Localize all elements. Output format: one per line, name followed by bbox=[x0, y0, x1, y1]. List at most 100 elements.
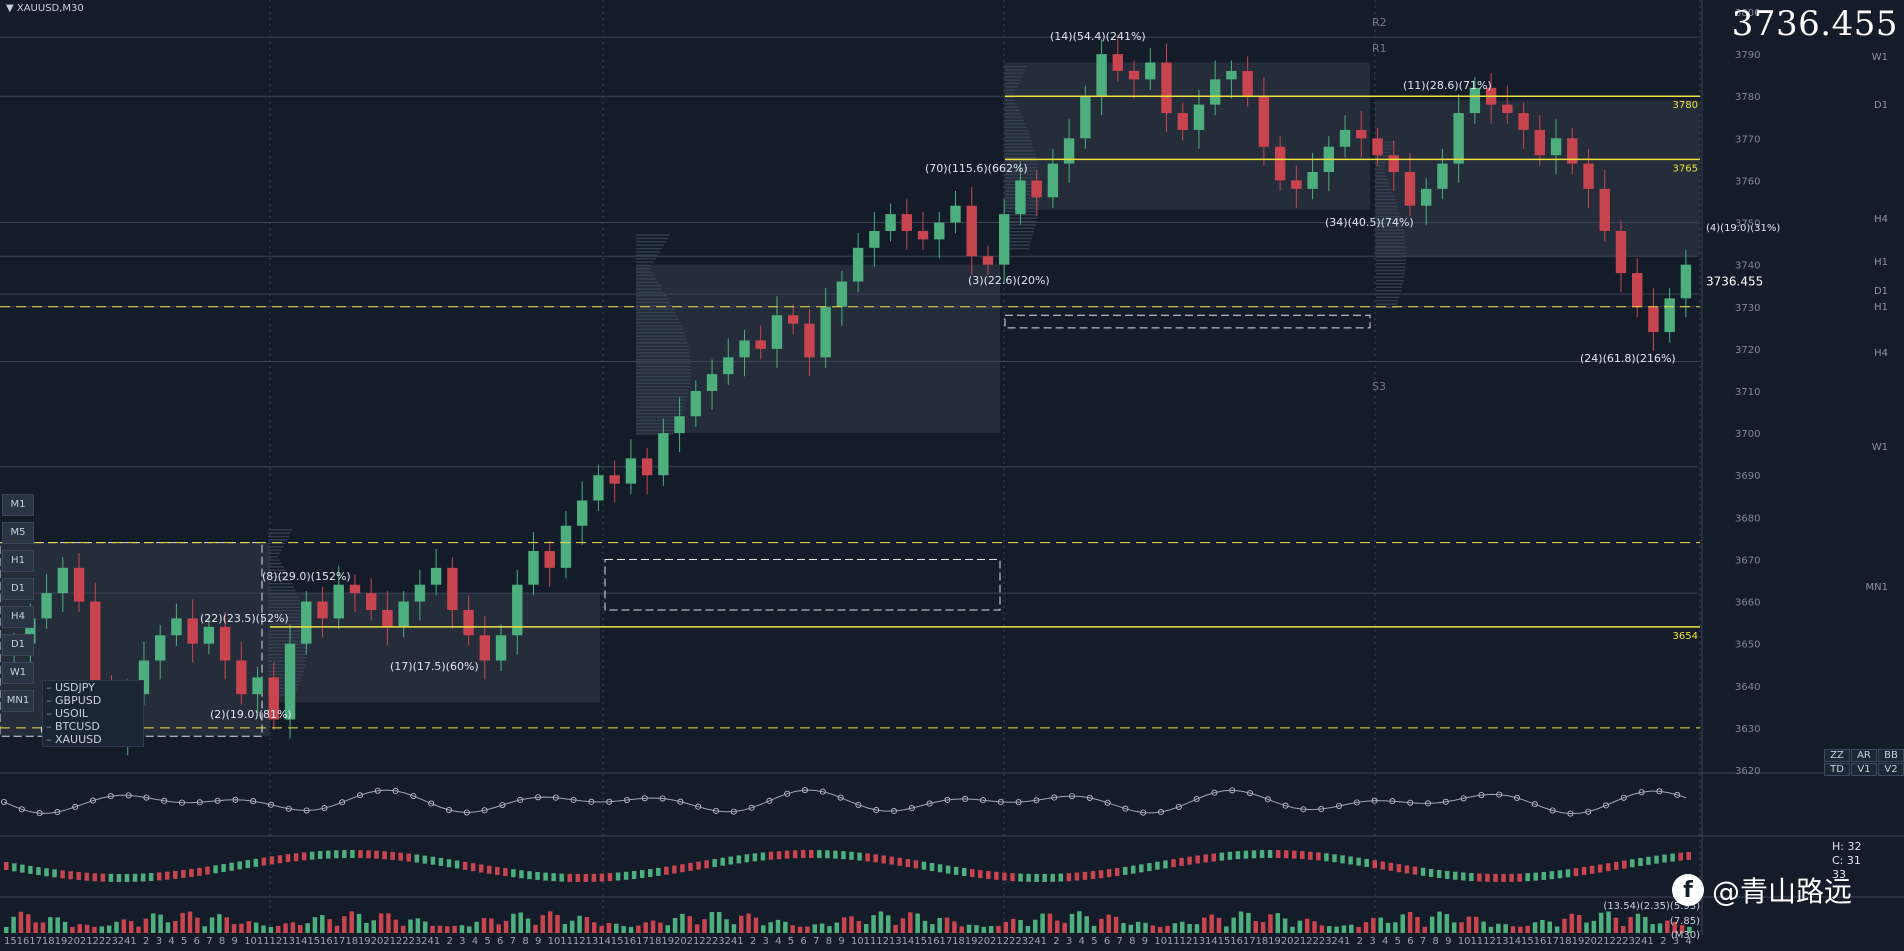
profile-bar bbox=[268, 694, 295, 696]
osc2-bar bbox=[1147, 863, 1152, 872]
profile-bar bbox=[1376, 286, 1403, 288]
osc2-bar bbox=[342, 850, 347, 859]
tf-button-h4[interactable]: H4 bbox=[2, 606, 34, 628]
volume-bar bbox=[636, 925, 641, 933]
candle-body bbox=[1015, 180, 1026, 215]
time-tick: 1 bbox=[1041, 936, 1047, 947]
profile-bar bbox=[636, 261, 654, 263]
symbol-timeframe-label[interactable]: ▼ XAUUSD,M30 bbox=[6, 3, 84, 14]
symbol-item-xauusd[interactable]: – XAUUSD bbox=[46, 733, 102, 746]
toggle-v1[interactable]: V1 bbox=[1851, 763, 1877, 776]
symbol-item-btcusd[interactable]: – BTCUSD bbox=[46, 720, 100, 733]
tf-button-m5[interactable]: M5 bbox=[2, 522, 34, 544]
time-tick: 4 bbox=[1382, 936, 1388, 947]
profile-bar bbox=[268, 687, 298, 689]
osc2-bar bbox=[881, 855, 886, 864]
volume-bar bbox=[915, 913, 920, 933]
osc2-bar bbox=[1058, 873, 1064, 882]
osc2-bar bbox=[623, 871, 629, 880]
candle-body bbox=[1469, 87, 1481, 114]
volume-bar bbox=[577, 915, 582, 933]
candle-body bbox=[641, 458, 653, 476]
volume-bar bbox=[400, 925, 406, 933]
osc2-bar bbox=[148, 873, 154, 882]
toggle-ar[interactable]: AR bbox=[1851, 749, 1877, 762]
volume-bar bbox=[173, 920, 178, 933]
zone-label: H4 bbox=[1874, 348, 1888, 359]
tf-button-mn1[interactable]: MN1 bbox=[2, 690, 34, 712]
time-tick: 9 bbox=[1445, 936, 1451, 947]
toggle-v2[interactable]: V2 bbox=[1878, 763, 1904, 776]
volume-bar bbox=[349, 911, 354, 933]
volume-bar bbox=[143, 918, 149, 933]
volume-bar bbox=[1047, 913, 1053, 933]
osc2-bar bbox=[1179, 857, 1184, 866]
time-tick: 14 bbox=[1508, 936, 1521, 947]
time-tick: 11 bbox=[560, 936, 573, 947]
profile-bar bbox=[1376, 182, 1390, 184]
volume-bar bbox=[474, 921, 479, 933]
profile-bar bbox=[636, 338, 687, 341]
osc1-dot bbox=[1674, 791, 1681, 798]
volume-bar bbox=[1606, 911, 1611, 933]
price-tick: 3740 bbox=[1735, 261, 1760, 272]
osc2-bar bbox=[752, 853, 758, 862]
volume-bar bbox=[393, 919, 399, 933]
tf-button-h1[interactable]: H1 bbox=[2, 550, 34, 572]
osc1-dot bbox=[1175, 803, 1182, 810]
profile-bar bbox=[1376, 242, 1406, 245]
profile-bar bbox=[1376, 296, 1400, 299]
volume-bar bbox=[99, 926, 105, 933]
volume-bar bbox=[1077, 911, 1082, 933]
time-tick: 23 bbox=[1622, 936, 1635, 947]
osc1-line bbox=[3, 789, 1687, 815]
symbol-item-usoil[interactable]: – USOIL bbox=[46, 707, 89, 720]
profile-bar bbox=[636, 254, 658, 256]
profile-bar bbox=[636, 412, 683, 415]
volume-bar bbox=[1062, 922, 1067, 933]
time-tick: 17 bbox=[636, 936, 649, 947]
candle-body bbox=[1583, 163, 1594, 189]
symbol-item-gbpusd[interactable]: – GBPUSD bbox=[46, 694, 102, 707]
time-tick: 14 bbox=[295, 936, 308, 947]
osc2-bar bbox=[1292, 850, 1297, 859]
profile-bar bbox=[1376, 145, 1393, 147]
candle-body bbox=[1680, 264, 1692, 299]
current-price-label: 3736.455 bbox=[1706, 275, 1763, 289]
tf-button-w1[interactable]: W1 bbox=[2, 662, 34, 684]
time-tick: 22 bbox=[396, 936, 409, 947]
osc1-dot bbox=[517, 796, 524, 803]
osc2-bar bbox=[800, 850, 806, 859]
time-tick: 16 bbox=[17, 936, 30, 947]
time-tick: 20 bbox=[674, 936, 687, 947]
tf-button-d1[interactable]: D1 bbox=[2, 578, 34, 600]
volume-bar bbox=[48, 917, 53, 933]
current-price-display: 3736.455 bbox=[1731, 4, 1898, 44]
tf-button-d1-b[interactable]: D1 bbox=[2, 634, 34, 656]
time-tick: 3 bbox=[459, 936, 465, 947]
osc2-bar bbox=[1404, 865, 1410, 874]
osc2-bar bbox=[1614, 861, 1619, 870]
profile-bar bbox=[1005, 119, 1024, 122]
volume-bar bbox=[1474, 916, 1479, 933]
profile-bar bbox=[636, 274, 655, 277]
tf-button-m1[interactable]: M1 bbox=[2, 494, 34, 516]
profile-bar bbox=[268, 545, 284, 548]
weibo-logo-icon: f bbox=[1672, 874, 1704, 906]
profile-bar bbox=[1376, 306, 1397, 309]
profile-bar bbox=[636, 396, 688, 398]
osc2-bar bbox=[1589, 865, 1595, 874]
candle-body bbox=[1274, 146, 1286, 181]
time-tick: 10 bbox=[244, 936, 257, 947]
osc2-bar bbox=[591, 873, 597, 882]
volume-bar bbox=[305, 923, 310, 933]
time-tick: 13 bbox=[282, 936, 295, 947]
toggle-td[interactable]: TD bbox=[1824, 763, 1850, 776]
time-tick: 8 bbox=[219, 936, 225, 947]
toggle-zz[interactable]: ZZ bbox=[1824, 749, 1850, 762]
toggle-bb[interactable]: BB bbox=[1878, 749, 1904, 762]
symbol-item-usdjpy[interactable]: – USDJPY bbox=[46, 681, 95, 694]
profile-bar bbox=[1005, 156, 1037, 159]
